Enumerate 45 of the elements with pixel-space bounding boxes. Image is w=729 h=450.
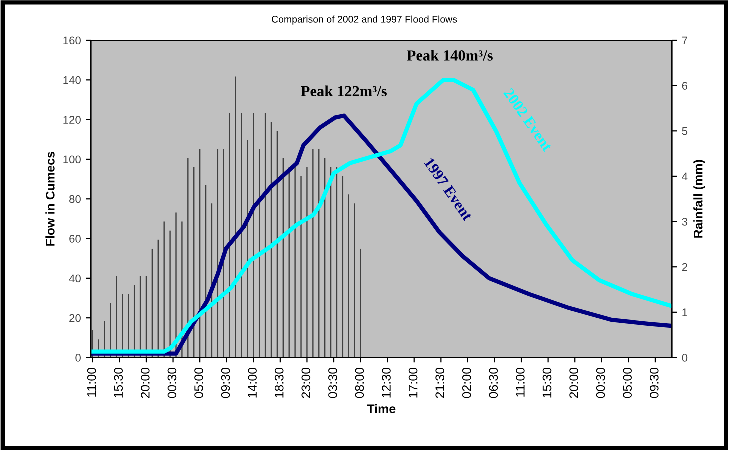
y-tick-label: 60 — [70, 235, 81, 243]
x-tick-label: 11:00 — [87, 368, 96, 397]
y-tick-label: 160 — [64, 36, 81, 45]
y-tick-label: 0 — [76, 354, 81, 362]
x-tick-label: 02:00 — [462, 368, 472, 398]
x-tick-label: 15:30 — [114, 368, 124, 398]
y-tick-label: 80 — [70, 195, 81, 204]
x-tick-label: 23:00 — [302, 368, 311, 398]
x-tick-label: 21:30 — [436, 368, 445, 398]
x-tick-label: 08:00 — [355, 368, 364, 398]
y2-axis-title: Rainfall (mm) — [694, 160, 706, 238]
x-tick-label: 06:30 — [489, 368, 498, 398]
y2-tick-label: 0 — [682, 354, 688, 362]
x-tick-label: 14:00 — [248, 368, 257, 398]
x-tick-label: 18:30 — [274, 368, 284, 398]
y-tick-label: 120 — [64, 116, 81, 124]
y-tick-label: 20 — [70, 314, 81, 322]
annotation: Peak 122m³/s — [301, 86, 387, 97]
x-tick-label: 03:30 — [328, 368, 338, 398]
x-tick-label: 17:00 — [408, 368, 418, 398]
x-tick-label: 15:30 — [542, 368, 552, 398]
y2-tick-label: 5 — [682, 128, 688, 136]
x-tick-label: 05:00 — [194, 368, 204, 398]
x-tick-label: 05:00 — [623, 368, 632, 398]
y2-tick-label: 7 — [682, 36, 688, 45]
y2-tick-label: 1 — [682, 308, 688, 316]
chart-title: Comparison of 2002 and 1997 Flood Flows — [272, 16, 458, 25]
x-axis-title: Time — [367, 404, 396, 414]
y-tick-label: 140 — [64, 76, 81, 84]
x-tick-label: 11:00 — [516, 368, 525, 397]
x-tick-label: 20:00 — [570, 368, 578, 398]
y-tick-label: 40 — [69, 274, 81, 283]
x-tick-label: 09:30 — [221, 368, 230, 398]
y-tick-label: 100 — [64, 156, 81, 164]
x-tick-label: 09:30 — [650, 368, 659, 398]
y2-tick-label: 3 — [682, 218, 688, 226]
y2-tick-label: 4 — [682, 172, 688, 180]
x-tick-label: 00:30 — [168, 368, 177, 398]
y2-tick-label: 6 — [682, 82, 688, 90]
x-tick-label: 12:30 — [382, 368, 391, 398]
y2-tick-label: 2 — [682, 263, 688, 272]
x-tick-label: 00:30 — [596, 368, 606, 398]
annotation: Peak 140m³/s — [407, 50, 493, 61]
x-tick-label: 20:00 — [140, 368, 150, 398]
y-axis-title: Flow in Cumecs — [46, 152, 55, 246]
